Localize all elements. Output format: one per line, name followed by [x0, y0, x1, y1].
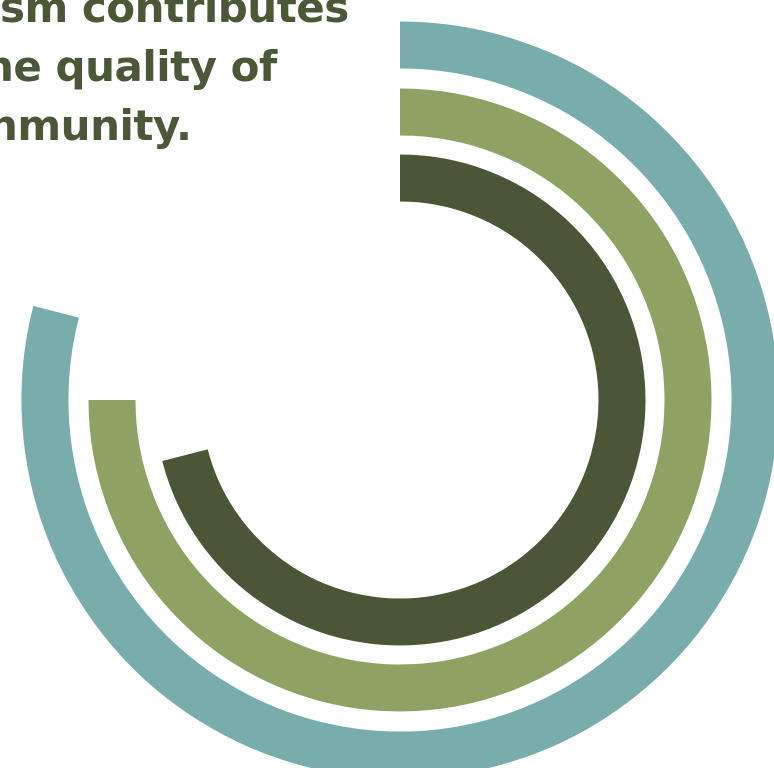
rings-group: [21, 21, 774, 768]
headline-line-2: he quality of: [0, 42, 277, 91]
headline: sm contributes he quality of nmunity.: [0, 0, 349, 155]
headline-line-1: sm contributes: [0, 0, 349, 32]
ring-bar-2: [88, 88, 712, 712]
ring-bar-3: [162, 154, 646, 646]
headline-line-3: nmunity.: [0, 101, 192, 150]
ring-bar-1: [21, 21, 774, 768]
